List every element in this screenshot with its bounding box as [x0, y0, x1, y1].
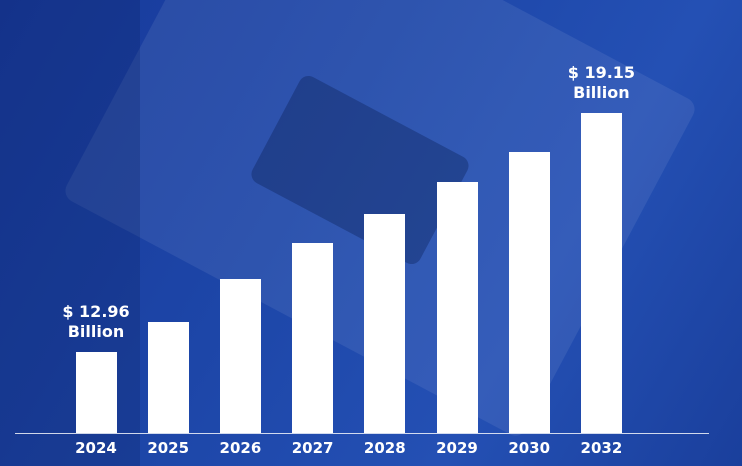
- x-tick-label: 2024: [75, 439, 117, 457]
- baseline: [15, 433, 709, 434]
- x-tick-label: 2030: [508, 439, 551, 457]
- bar: [219, 278, 261, 433]
- x-tick-label: 2025: [147, 439, 190, 457]
- bar: [292, 243, 334, 433]
- x-tick-label: 2029: [436, 439, 478, 457]
- bar: [147, 321, 189, 433]
- x-tick-label: 2032: [580, 439, 623, 457]
- bar: [436, 182, 478, 433]
- bar: [75, 351, 117, 433]
- bar: [580, 112, 622, 433]
- value-label: $ 12.96 Billion: [62, 301, 130, 341]
- x-tick-label: 2026: [219, 439, 262, 457]
- bar: [364, 214, 406, 433]
- x-tick-label: 2027: [291, 439, 334, 457]
- x-tick-label: 2028: [363, 439, 406, 457]
- background-shape: [0, 0, 140, 466]
- value-label: $ 19.15 Billion: [567, 62, 636, 102]
- bar: [508, 151, 550, 433]
